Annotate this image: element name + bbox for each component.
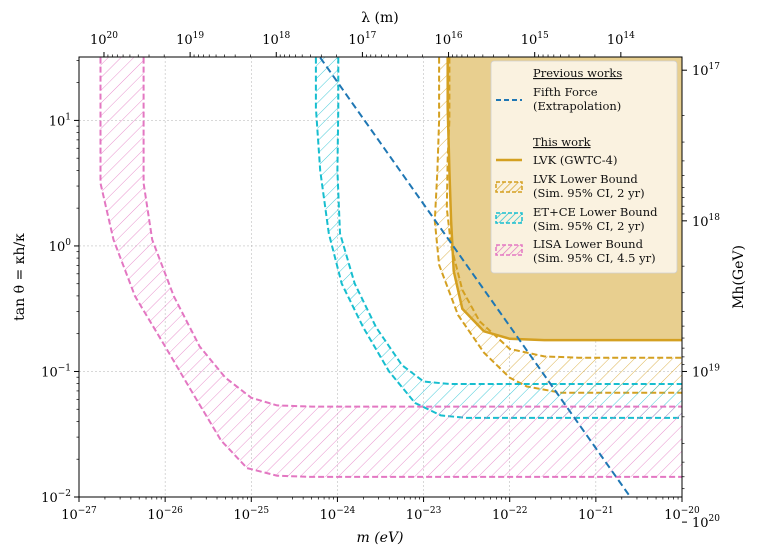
- x-tick-label: 10−23: [406, 506, 442, 523]
- x-tick-label: 10−22: [492, 506, 528, 523]
- top-tick-label: 1019: [176, 31, 204, 48]
- band-fill-lisa-lower-bound-sim-95-ci-4-5-yr: [100, 57, 682, 477]
- x-axis-label: m (eV): [356, 530, 403, 546]
- y-tick-label: 10−1: [41, 363, 71, 380]
- x-tick-label: 10−24: [320, 506, 356, 523]
- legend: Previous works Fifth Force (Extrapolatio…: [490, 60, 678, 274]
- y-tick-label: 101: [49, 112, 71, 129]
- series-line-lvk-gwtc-4: [446, 57, 682, 342]
- y-axis-label: tan θ = κh/κ: [12, 233, 28, 321]
- top-tick-label: 1018: [262, 31, 290, 48]
- top-tick-label: 1015: [521, 31, 549, 48]
- legend-swatch-lvk-lb: [495, 181, 523, 193]
- legend-label-lvk-lb-2: (Sim. 95% CI, 2 yr): [533, 186, 645, 200]
- x-tick-label: 10−20: [664, 506, 700, 523]
- legend-swatch-etce: [495, 212, 523, 224]
- legend-label-lvk: LVK (GWTC-4): [533, 153, 617, 167]
- legend-swatch-lisa: [495, 244, 523, 256]
- band-upper-lisa-lower-bound-sim-95-ci-4-5-yr: [142, 57, 682, 408]
- top-tick-label: 1017: [348, 31, 376, 48]
- y-tick-label: 100: [49, 238, 72, 255]
- legend-label-fifth-force-2: (Extrapolation): [533, 99, 621, 113]
- y-tick-label: 10−2: [41, 489, 71, 506]
- top-tick-label: 1016: [435, 31, 463, 48]
- x-tick-label: 10−26: [147, 506, 183, 523]
- plot-frame: [78, 56, 683, 498]
- legend-section-previous: Previous works: [533, 66, 622, 80]
- band-upper-et-ce-lower-bound-sim-95-ci-2-yr: [336, 57, 682, 385]
- series-line-fifth-force-extrapolation: [319, 57, 632, 497]
- legend-label-lisa-1: LISA Lower Bound: [533, 237, 644, 251]
- right-tick-label: 1020: [692, 514, 720, 531]
- band-lower-lisa-lower-bound-sim-95-ci-4-5-yr: [99, 57, 682, 478]
- top-axis-label: λ (m): [361, 10, 399, 26]
- right-axis-label: Mh(GeV): [731, 245, 747, 309]
- legend-label-etce-1: ET+CE Lower Bound: [533, 205, 658, 219]
- x-tick-label: 10−21: [578, 506, 614, 523]
- legend-section-this: This work: [533, 135, 592, 149]
- right-tick-label: 1018: [692, 213, 720, 230]
- band-fill-lvk-lower-bound-sim-95-ci-2-yr: [434, 57, 682, 393]
- legend-label-lvk-lb-1: LVK Lower Bound: [533, 172, 638, 186]
- legend-box: [490, 60, 678, 274]
- top-tick-label: 1020: [90, 31, 118, 48]
- legend-label-lisa-2: (Sim. 95% CI, 4.5 yr): [533, 251, 656, 265]
- right-tick-label: 1019: [692, 363, 720, 380]
- legend-label-etce-2: (Sim. 95% CI, 2 yr): [533, 219, 645, 233]
- top-tick-label: 1014: [607, 31, 635, 48]
- legend-label-fifth-force-1: Fifth Force: [533, 85, 598, 99]
- x-tick-label: 10−25: [234, 506, 270, 523]
- right-tick-label: 1017: [692, 62, 720, 79]
- x-tick-label: 10−27: [61, 506, 97, 523]
- axes-ticks: 10−27 10−26 10−25 10−24 10−23 10−22 10−21 10−20…: [41, 31, 720, 531]
